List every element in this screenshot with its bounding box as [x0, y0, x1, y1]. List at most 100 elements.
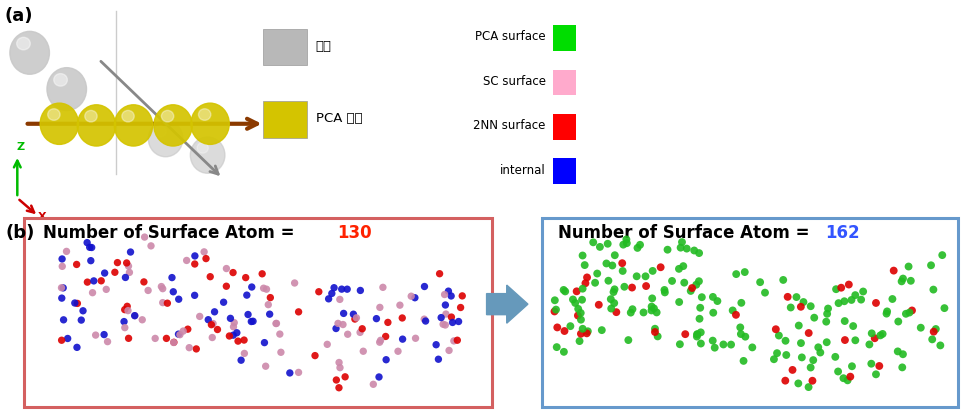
Point	[187, 261, 202, 267]
Point	[656, 286, 672, 293]
Point	[255, 285, 271, 291]
Point	[831, 300, 846, 307]
Point	[337, 374, 353, 380]
Point	[372, 304, 388, 311]
Point	[591, 302, 606, 308]
Point	[872, 332, 888, 339]
Point	[371, 374, 387, 380]
Point	[236, 337, 252, 343]
Point	[837, 318, 852, 324]
Point	[54, 284, 69, 291]
Point	[590, 270, 605, 277]
Point	[806, 357, 821, 363]
Point	[549, 324, 565, 331]
Text: SC surface: SC surface	[483, 75, 546, 88]
Point	[205, 320, 221, 327]
Text: X: X	[38, 212, 46, 222]
Point	[56, 316, 71, 323]
Point	[204, 334, 220, 341]
Point	[94, 277, 109, 284]
Point	[455, 293, 470, 299]
Point	[580, 328, 596, 335]
Point	[691, 278, 707, 284]
Point	[632, 242, 648, 248]
Point	[346, 311, 362, 317]
Point	[120, 263, 136, 269]
Point	[311, 289, 327, 295]
Point	[207, 309, 223, 315]
Point	[615, 268, 630, 274]
Point	[705, 337, 720, 344]
Point	[97, 270, 113, 276]
Point	[896, 275, 911, 282]
Point	[737, 269, 753, 275]
Ellipse shape	[10, 31, 49, 74]
Point	[692, 305, 708, 311]
Point	[803, 303, 818, 309]
Point	[390, 348, 406, 355]
Ellipse shape	[121, 111, 134, 122]
Point	[603, 296, 619, 302]
Point	[171, 296, 186, 302]
Point	[830, 368, 845, 375]
Point	[614, 260, 629, 266]
Point	[775, 277, 790, 283]
Point	[557, 288, 573, 295]
Point	[603, 305, 619, 312]
Point	[222, 333, 237, 339]
Point	[619, 240, 634, 247]
Point	[898, 310, 914, 317]
Point	[219, 283, 234, 289]
Point	[199, 255, 214, 262]
Point	[834, 284, 849, 291]
Point	[372, 339, 388, 346]
Point	[254, 270, 270, 277]
Point	[844, 297, 859, 303]
Point	[644, 303, 659, 310]
Point	[229, 330, 245, 336]
Point	[842, 281, 857, 288]
Point	[693, 340, 709, 347]
Point	[431, 356, 446, 363]
Point	[790, 380, 806, 387]
Point	[575, 296, 590, 303]
Point	[672, 299, 687, 305]
Ellipse shape	[40, 103, 78, 144]
Point	[240, 311, 255, 318]
Point	[715, 341, 731, 348]
Point	[166, 339, 181, 346]
Point	[592, 244, 607, 250]
Point	[160, 300, 175, 307]
Point	[444, 319, 460, 326]
Point	[937, 305, 952, 312]
Point	[672, 341, 687, 348]
Point	[120, 303, 135, 309]
Point	[778, 337, 793, 344]
Ellipse shape	[154, 105, 192, 146]
Point	[723, 341, 738, 348]
Point	[805, 377, 820, 384]
Point	[127, 312, 143, 319]
Point	[227, 319, 242, 326]
Point	[368, 315, 384, 322]
Point	[549, 344, 565, 351]
Point	[262, 311, 278, 317]
Point	[394, 315, 410, 321]
Ellipse shape	[47, 109, 60, 120]
Point	[75, 307, 91, 314]
Point	[795, 299, 811, 305]
Point	[616, 241, 631, 248]
Point	[563, 323, 578, 330]
Point	[120, 335, 136, 342]
Point	[625, 284, 640, 291]
Point	[347, 316, 362, 322]
Point	[96, 331, 112, 338]
Text: Number of Surface Atom =: Number of Surface Atom =	[42, 224, 300, 242]
Point	[928, 326, 944, 332]
Point	[568, 300, 583, 306]
Point	[453, 304, 469, 311]
Point	[258, 363, 274, 369]
Point	[262, 294, 278, 301]
Point	[789, 294, 804, 300]
Point	[417, 318, 433, 324]
